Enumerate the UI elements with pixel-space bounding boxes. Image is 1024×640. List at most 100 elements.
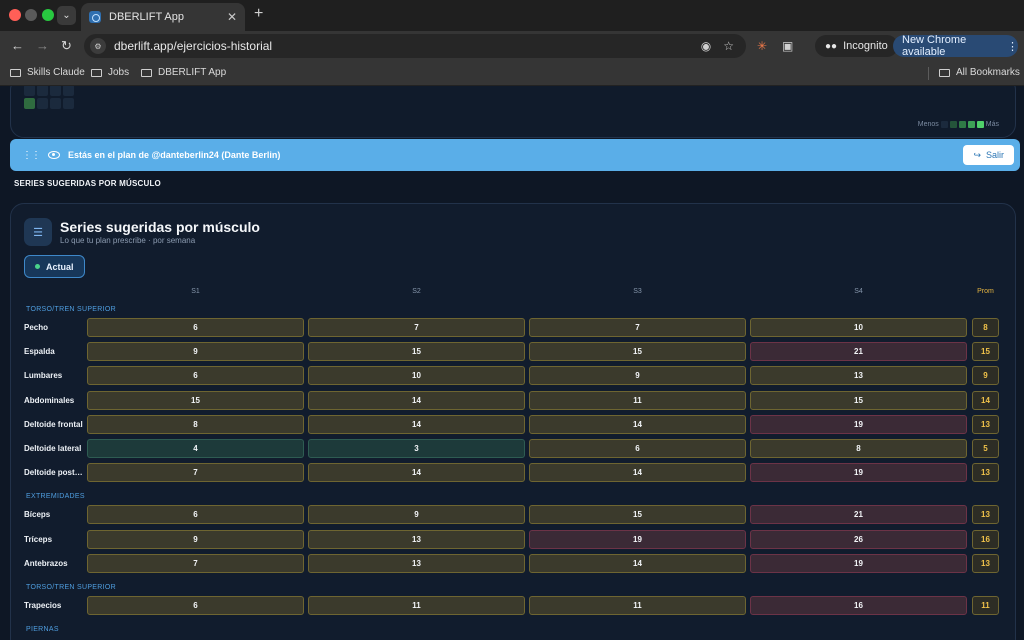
muscle-row-label: Lumbares: [24, 371, 63, 381]
week-sets-cell: 6: [87, 366, 304, 386]
week-sets-cell: 9: [529, 366, 746, 386]
activity-heatmap-card: Menos Más: [10, 86, 1016, 138]
site-info-icon[interactable]: ⚙: [90, 38, 106, 54]
tab-search-icon[interactable]: ⌄: [57, 6, 76, 25]
logout-icon: ↪: [973, 149, 981, 160]
muscle-group-label: PIERNAS: [26, 626, 59, 634]
column-header-s4: S4: [854, 288, 863, 295]
folder-icon: [141, 68, 152, 77]
favicon-icon: [89, 11, 101, 23]
update-chrome-button[interactable]: New Chrome available ⋮: [893, 34, 1018, 58]
week-sets-cell: 13: [308, 553, 525, 573]
page-content: Menos Más ⋮⋮ Estás en el plan de @danteb…: [0, 86, 1024, 640]
tab-bar: ⌄ DBERLIFT App ✕ +: [0, 0, 1024, 31]
average-sets-cell: 13: [972, 414, 999, 434]
new-tab-icon[interactable]: +: [254, 5, 264, 22]
average-sets-cell: 9: [972, 366, 999, 386]
browser-tab[interactable]: DBERLIFT App ✕: [81, 3, 245, 31]
average-sets-cell: 13: [972, 463, 999, 483]
average-sets-cell: 11: [972, 596, 999, 615]
muscle-row-label: Bíceps: [24, 510, 51, 520]
folder-icon: [91, 68, 102, 77]
week-sets-cell: 7: [308, 318, 525, 337]
week-sets-cell: 7: [87, 463, 304, 483]
viewing-plan-banner: ⋮⋮ Estás en el plan de @danteberlin24 (D…: [10, 139, 1020, 171]
week-sets-cell: 6: [87, 505, 304, 525]
tracking-off-icon[interactable]: ◉: [700, 39, 712, 53]
average-sets-cell: 13: [972, 553, 999, 573]
bookmark-dberlift-app[interactable]: DBERLIFT App: [141, 67, 226, 78]
column-header-s3: S3: [633, 288, 642, 295]
week-sets-cell: 10: [308, 366, 525, 386]
folder-icon: [10, 68, 21, 77]
heatmap-legend: Menos Más: [918, 121, 999, 128]
suggested-sets-card: ☰ Series sugeridas por músculo Lo que tu…: [10, 203, 1016, 640]
bookmarks-bar: Skills Claude Jobs DBERLIFT App All Book…: [0, 61, 1024, 86]
bookmark-jobs[interactable]: Jobs: [91, 67, 129, 78]
drag-handle-icon[interactable]: ⋮⋮: [22, 149, 41, 161]
extension-icon[interactable]: ✳: [757, 39, 768, 53]
minimize-window-button[interactable]: [25, 9, 37, 21]
muscle-row-label: Pecho: [24, 323, 49, 332]
incognito-label: Incognito: [843, 40, 888, 52]
week-sets-cell: 13: [750, 366, 967, 386]
week-sets-cell: 16: [750, 596, 967, 615]
average-sets-cell: 15: [972, 342, 999, 362]
close-window-button[interactable]: [9, 9, 21, 21]
legend-less-label: Menos: [917, 121, 939, 128]
address-bar[interactable]: ⚙ dberlift.app/ejercicios-historial ◉ ☆: [84, 34, 746, 58]
exit-plan-button[interactable]: ↪ Salir: [963, 145, 1014, 165]
week-sets-cell: 19: [750, 463, 967, 483]
extensions-puzzle-icon[interactable]: ▣: [782, 39, 794, 53]
week-sets-cell: 14: [529, 553, 746, 573]
week-sets-cell: 6: [529, 439, 746, 458]
back-icon[interactable]: ←: [11, 38, 24, 53]
week-sets-cell: 11: [529, 390, 746, 410]
average-sets-cell: 8: [972, 318, 999, 337]
average-sets-cell: 16: [972, 529, 999, 549]
forward-icon[interactable]: →: [36, 38, 49, 53]
menu-dots-icon[interactable]: ⋮: [1007, 40, 1018, 53]
bookmark-skills-claude[interactable]: Skills Claude: [10, 67, 85, 78]
week-sets-cell: 6: [87, 596, 304, 615]
column-header-prom: Prom: [977, 288, 994, 295]
reload-icon[interactable]: ↻: [61, 38, 72, 53]
current-plan-chip[interactable]: Actual: [24, 255, 85, 278]
average-sets-cell: 13: [972, 505, 999, 525]
muscle-row-label: Trapecios: [24, 601, 62, 610]
week-sets-cell: 8: [87, 414, 304, 434]
week-sets-cell: 9: [87, 529, 304, 549]
week-sets-cell: 9: [87, 342, 304, 362]
week-sets-cell: 15: [87, 390, 304, 410]
muscle-row-label: Deltoide lateral: [24, 444, 82, 453]
maximize-window-button[interactable]: [42, 9, 54, 21]
week-sets-cell: 13: [308, 529, 525, 549]
muscle-row-label: Abdominales: [24, 395, 75, 405]
legend-more-label: Más: [985, 121, 999, 128]
muscle-row-label: Antebrazos: [24, 558, 68, 568]
url-text[interactable]: dberlift.app/ejercicios-historial: [114, 39, 273, 53]
week-sets-cell: 14: [308, 463, 525, 483]
week-sets-cell: 26: [750, 529, 967, 549]
bookmark-star-icon[interactable]: ☆: [723, 39, 734, 53]
week-sets-cell: 15: [308, 342, 525, 362]
week-sets-cell: 15: [529, 342, 746, 362]
bookmarks-separator: [928, 67, 929, 80]
incognito-indicator[interactable]: ●● Incognito: [815, 35, 898, 57]
week-sets-cell: 3: [308, 439, 525, 458]
week-sets-cell: 14: [308, 390, 525, 410]
muscle-row-label: Espalda: [24, 347, 55, 357]
week-sets-cell: 14: [308, 414, 525, 434]
all-bookmarks[interactable]: All Bookmarks: [939, 67, 1020, 78]
week-sets-cell: 19: [529, 529, 746, 549]
week-sets-cell: 19: [750, 414, 967, 434]
muscle-row-label: Deltoide frontal: [24, 419, 83, 429]
week-sets-cell: 14: [529, 414, 746, 434]
week-sets-cell: 15: [529, 505, 746, 525]
average-sets-cell: 14: [972, 390, 999, 410]
close-tab-icon[interactable]: ✕: [226, 10, 237, 24]
tab-title: DBERLIFT App: [109, 11, 184, 23]
muscle-group-label: EXTREMIDADES: [26, 493, 85, 501]
week-sets-cell: 14: [529, 463, 746, 483]
week-sets-cell: 7: [529, 318, 746, 337]
